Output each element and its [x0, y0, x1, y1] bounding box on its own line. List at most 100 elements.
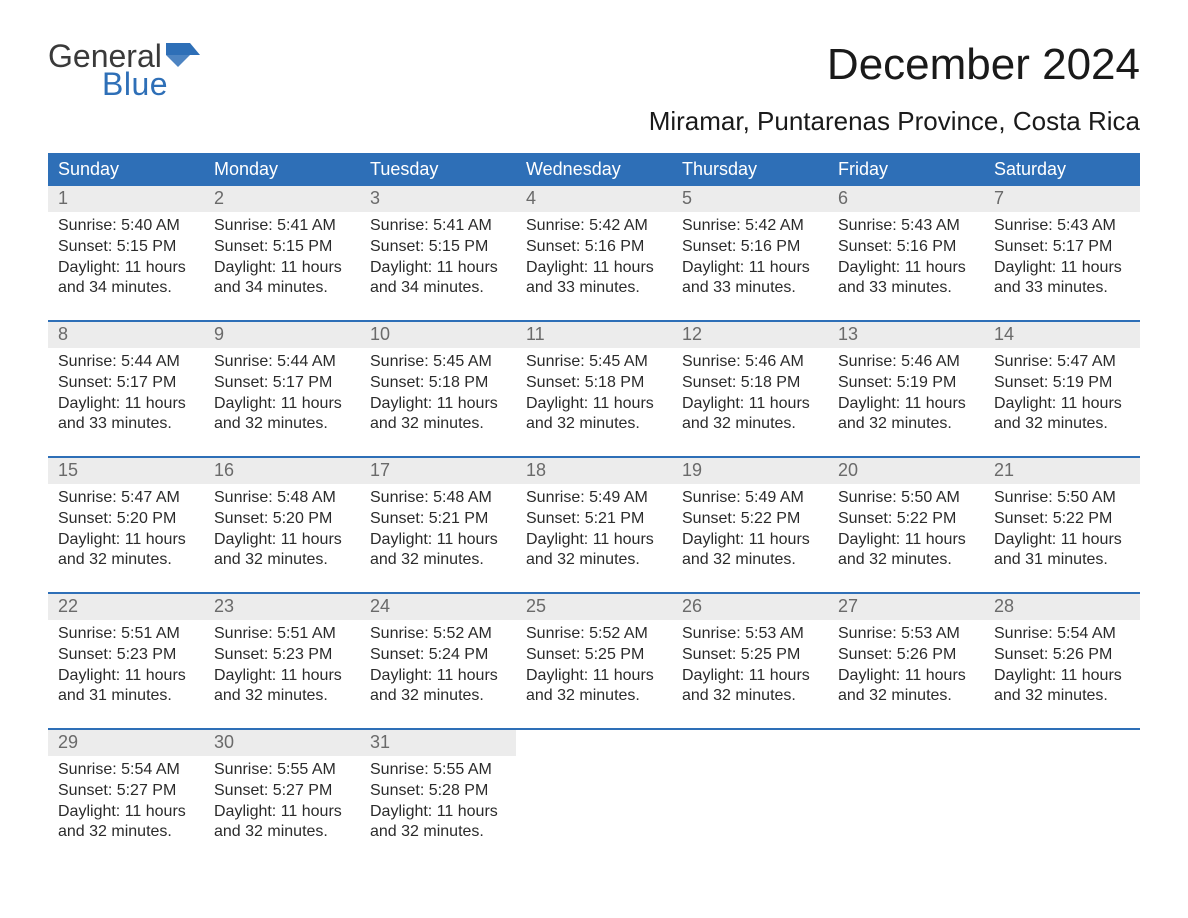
daylight-line-1: Daylight: 11 hours	[214, 530, 350, 551]
daylight-line-1: Daylight: 11 hours	[838, 530, 974, 551]
sunset-line: Sunset: 5:21 PM	[526, 509, 662, 530]
location-subtitle: Miramar, Puntarenas Province, Costa Rica	[48, 106, 1140, 137]
day-number: 13	[828, 322, 984, 348]
daylight-line-2: and 32 minutes.	[214, 822, 350, 843]
day-number: 26	[672, 594, 828, 620]
sunrise-line: Sunrise: 5:47 AM	[994, 352, 1130, 373]
sunset-line: Sunset: 5:18 PM	[682, 373, 818, 394]
day-header: Thursday	[672, 153, 828, 186]
sunset-line: Sunset: 5:23 PM	[58, 645, 194, 666]
daylight-line-2: and 32 minutes.	[838, 414, 974, 435]
daylight-line-1: Daylight: 11 hours	[58, 666, 194, 687]
sunrise-line: Sunrise: 5:47 AM	[58, 488, 194, 509]
daylight-line-1: Daylight: 11 hours	[526, 258, 662, 279]
daylight-line-1: Daylight: 11 hours	[682, 666, 818, 687]
daylight-line-2: and 32 minutes.	[526, 414, 662, 435]
day-number	[984, 730, 1140, 756]
day-number: 16	[204, 458, 360, 484]
day-cell	[672, 756, 828, 846]
day-cell: Sunrise: 5:50 AMSunset: 5:22 PMDaylight:…	[828, 484, 984, 574]
sunrise-line: Sunrise: 5:41 AM	[214, 216, 350, 237]
day-number: 15	[48, 458, 204, 484]
day-number: 28	[984, 594, 1140, 620]
day-cell: Sunrise: 5:52 AMSunset: 5:24 PMDaylight:…	[360, 620, 516, 710]
sunset-line: Sunset: 5:16 PM	[838, 237, 974, 258]
day-cell: Sunrise: 5:49 AMSunset: 5:22 PMDaylight:…	[672, 484, 828, 574]
daylight-line-2: and 31 minutes.	[994, 550, 1130, 571]
daylight-line-2: and 32 minutes.	[682, 550, 818, 571]
day-number: 14	[984, 322, 1140, 348]
daylight-line-2: and 33 minutes.	[58, 414, 194, 435]
sunrise-line: Sunrise: 5:42 AM	[526, 216, 662, 237]
sunrise-line: Sunrise: 5:44 AM	[58, 352, 194, 373]
daylight-line-1: Daylight: 11 hours	[838, 666, 974, 687]
sunrise-line: Sunrise: 5:51 AM	[214, 624, 350, 645]
daylight-line-1: Daylight: 11 hours	[370, 258, 506, 279]
day-cell: Sunrise: 5:54 AMSunset: 5:27 PMDaylight:…	[48, 756, 204, 846]
day-cell: Sunrise: 5:51 AMSunset: 5:23 PMDaylight:…	[48, 620, 204, 710]
daylight-line-2: and 32 minutes.	[994, 414, 1130, 435]
daylight-line-1: Daylight: 11 hours	[58, 802, 194, 823]
day-cell: Sunrise: 5:48 AMSunset: 5:21 PMDaylight:…	[360, 484, 516, 574]
daylight-line-2: and 32 minutes.	[526, 686, 662, 707]
daylight-line-1: Daylight: 11 hours	[214, 802, 350, 823]
day-cell: Sunrise: 5:42 AMSunset: 5:16 PMDaylight:…	[672, 212, 828, 302]
day-cell: Sunrise: 5:40 AMSunset: 5:15 PMDaylight:…	[48, 212, 204, 302]
day-cell: Sunrise: 5:46 AMSunset: 5:18 PMDaylight:…	[672, 348, 828, 438]
sunrise-line: Sunrise: 5:49 AM	[682, 488, 818, 509]
sunrise-line: Sunrise: 5:45 AM	[526, 352, 662, 373]
daylight-line-2: and 32 minutes.	[682, 414, 818, 435]
sunset-line: Sunset: 5:22 PM	[682, 509, 818, 530]
day-cell: Sunrise: 5:44 AMSunset: 5:17 PMDaylight:…	[48, 348, 204, 438]
day-number: 6	[828, 186, 984, 212]
sunset-line: Sunset: 5:16 PM	[682, 237, 818, 258]
sunrise-line: Sunrise: 5:54 AM	[58, 760, 194, 781]
sunrise-line: Sunrise: 5:52 AM	[526, 624, 662, 645]
daylight-line-1: Daylight: 11 hours	[58, 258, 194, 279]
day-cell: Sunrise: 5:46 AMSunset: 5:19 PMDaylight:…	[828, 348, 984, 438]
daylight-line-2: and 32 minutes.	[838, 686, 974, 707]
sunrise-line: Sunrise: 5:46 AM	[838, 352, 974, 373]
sunset-line: Sunset: 5:22 PM	[838, 509, 974, 530]
daylight-line-1: Daylight: 11 hours	[526, 666, 662, 687]
daylight-line-2: and 32 minutes.	[526, 550, 662, 571]
day-header: Friday	[828, 153, 984, 186]
sunset-line: Sunset: 5:25 PM	[526, 645, 662, 666]
day-number: 2	[204, 186, 360, 212]
day-cell: Sunrise: 5:47 AMSunset: 5:20 PMDaylight:…	[48, 484, 204, 574]
daylight-line-1: Daylight: 11 hours	[370, 394, 506, 415]
daylight-line-1: Daylight: 11 hours	[370, 666, 506, 687]
sunset-line: Sunset: 5:26 PM	[994, 645, 1130, 666]
daylight-line-2: and 32 minutes.	[58, 822, 194, 843]
day-header: Monday	[204, 153, 360, 186]
daylight-line-2: and 31 minutes.	[58, 686, 194, 707]
sunrise-line: Sunrise: 5:55 AM	[214, 760, 350, 781]
day-number: 3	[360, 186, 516, 212]
daylight-line-1: Daylight: 11 hours	[58, 394, 194, 415]
day-number: 29	[48, 730, 204, 756]
day-cell: Sunrise: 5:55 AMSunset: 5:28 PMDaylight:…	[360, 756, 516, 846]
day-number	[828, 730, 984, 756]
day-header: Wednesday	[516, 153, 672, 186]
daylight-line-1: Daylight: 11 hours	[994, 258, 1130, 279]
daylight-line-2: and 34 minutes.	[58, 278, 194, 299]
sunset-line: Sunset: 5:22 PM	[994, 509, 1130, 530]
daylight-line-2: and 33 minutes.	[682, 278, 818, 299]
daylight-line-2: and 33 minutes.	[526, 278, 662, 299]
daylight-line-1: Daylight: 11 hours	[58, 530, 194, 551]
day-number: 4	[516, 186, 672, 212]
sunset-line: Sunset: 5:20 PM	[214, 509, 350, 530]
daylight-line-2: and 32 minutes.	[838, 550, 974, 571]
day-cell: Sunrise: 5:55 AMSunset: 5:27 PMDaylight:…	[204, 756, 360, 846]
daylight-line-1: Daylight: 11 hours	[838, 394, 974, 415]
sunset-line: Sunset: 5:24 PM	[370, 645, 506, 666]
sunrise-line: Sunrise: 5:41 AM	[370, 216, 506, 237]
daylight-line-2: and 32 minutes.	[214, 550, 350, 571]
sunset-line: Sunset: 5:21 PM	[370, 509, 506, 530]
sunset-line: Sunset: 5:16 PM	[526, 237, 662, 258]
day-header: Saturday	[984, 153, 1140, 186]
daylight-line-2: and 32 minutes.	[370, 686, 506, 707]
sunset-line: Sunset: 5:17 PM	[994, 237, 1130, 258]
sunset-line: Sunset: 5:19 PM	[994, 373, 1130, 394]
daylight-line-2: and 33 minutes.	[838, 278, 974, 299]
